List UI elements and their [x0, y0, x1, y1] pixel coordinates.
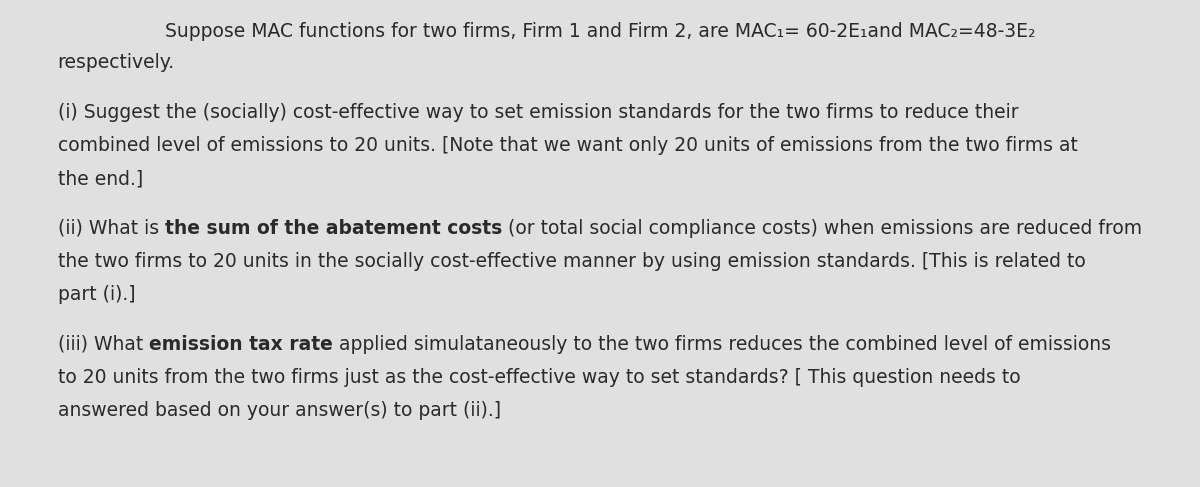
Text: Suppose MAC functions for two firms, Firm 1 and Firm 2, are MAC₁= 60-2E₁and MAC₂: Suppose MAC functions for two firms, Fir… — [164, 22, 1036, 41]
Text: the two firms to 20 units in the socially cost-effective manner by using emissio: the two firms to 20 units in the sociall… — [58, 252, 1085, 271]
Text: (ii) What is: (ii) What is — [58, 219, 164, 238]
Text: the sum of the abatement costs: the sum of the abatement costs — [164, 219, 502, 238]
Text: applied simulataneously to the two firms reduces the combined level of emissions: applied simulataneously to the two firms… — [332, 335, 1111, 354]
Text: (i) Suggest the (socially) cost-effective way to set emission standards for the : (i) Suggest the (socially) cost-effectiv… — [58, 103, 1019, 122]
Text: (or total social compliance costs) when emissions are reduced from: (or total social compliance costs) when … — [502, 219, 1142, 238]
Text: emission tax rate: emission tax rate — [149, 335, 332, 354]
Text: to 20 units from the two firms just as the cost-effective way to set standards? : to 20 units from the two firms just as t… — [58, 368, 1020, 387]
Text: the end.]: the end.] — [58, 169, 143, 188]
Text: combined level of emissions to 20 units. [Note that we want only 20 units of emi: combined level of emissions to 20 units.… — [58, 136, 1078, 155]
Text: part (i).]: part (i).] — [58, 285, 136, 304]
Text: (iii) What: (iii) What — [58, 335, 149, 354]
Text: answered based on your answer(s) to part (ii).]: answered based on your answer(s) to part… — [58, 401, 500, 420]
Text: respectively.: respectively. — [58, 54, 175, 73]
